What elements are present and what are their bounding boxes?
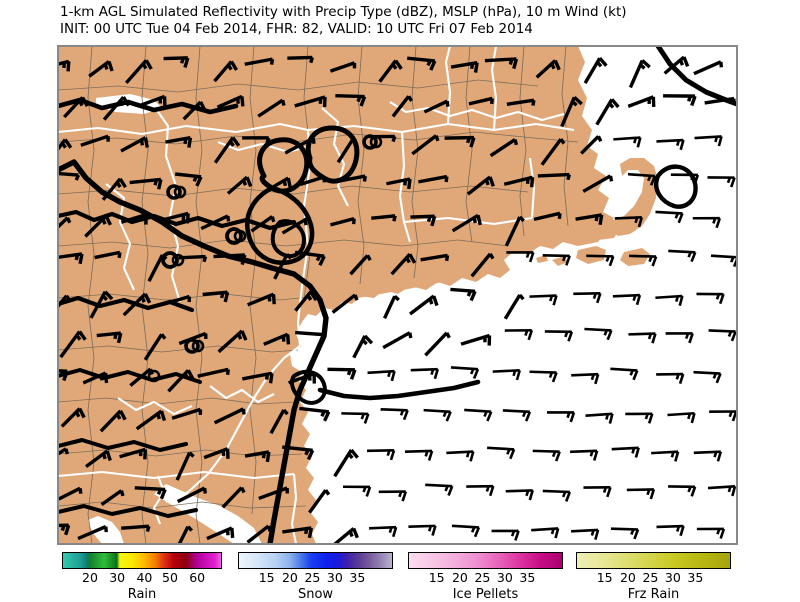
colorbar-tick-label: 25 [642,570,658,585]
colorbar-tick-label: 20 [82,570,98,585]
colorbar-ticks-rain: 20 30 40 50 60 [62,570,222,585]
colorbar-tick-label: 30 [497,570,513,585]
colorbar-tick-label: 20 [620,570,636,585]
colorbar-ticks-frz-rain: 15 20 25 30 35 [576,570,731,585]
colorbar-gradient-frz-rain [576,552,731,569]
colorbar-tick-label: 15 [429,570,445,585]
title-line-2: INIT: 00 UTC Tue 04 Feb 2014, FHR: 82, V… [60,21,780,38]
colorbar-tick-label: 60 [189,570,205,585]
colorbar-tick-label: 15 [597,570,613,585]
colorbar-gradient-rain [62,552,222,569]
colorbar-tick-label: 30 [109,570,125,585]
colorbar-tick-label: 35 [519,570,535,585]
colorbar-tick-label: 15 [259,570,275,585]
colorbar-tick-label: 35 [349,570,365,585]
colorbar-tick-label: 50 [162,570,178,585]
title-line-1: 1-km AGL Simulated Reflectivity with Pre… [60,4,780,21]
map-panel[interactable] [57,45,738,545]
colorbar-ticks-snow: 15 20 25 30 35 [238,570,393,585]
colorbar-gradient-snow [238,552,393,569]
colorbar-ticks-ice-pellets: 15 20 25 30 35 [408,570,563,585]
colorbar-tick-label: 40 [136,570,152,585]
colorbar-gradient-ice-pellets [408,552,563,569]
colorbar-tick-label: 30 [665,570,681,585]
colorbar-tick-label: 25 [304,570,320,585]
colorbar-tick-label: 20 [452,570,468,585]
colorbar-tick-label: 30 [327,570,343,585]
colorbar-tick-label: 25 [474,570,490,585]
colorbar-tick-label: 20 [282,570,298,585]
chart-title-block: 1-km AGL Simulated Reflectivity with Pre… [60,4,780,38]
colorbar-tick-label: 35 [687,570,703,585]
map-canvas[interactable] [58,46,737,544]
